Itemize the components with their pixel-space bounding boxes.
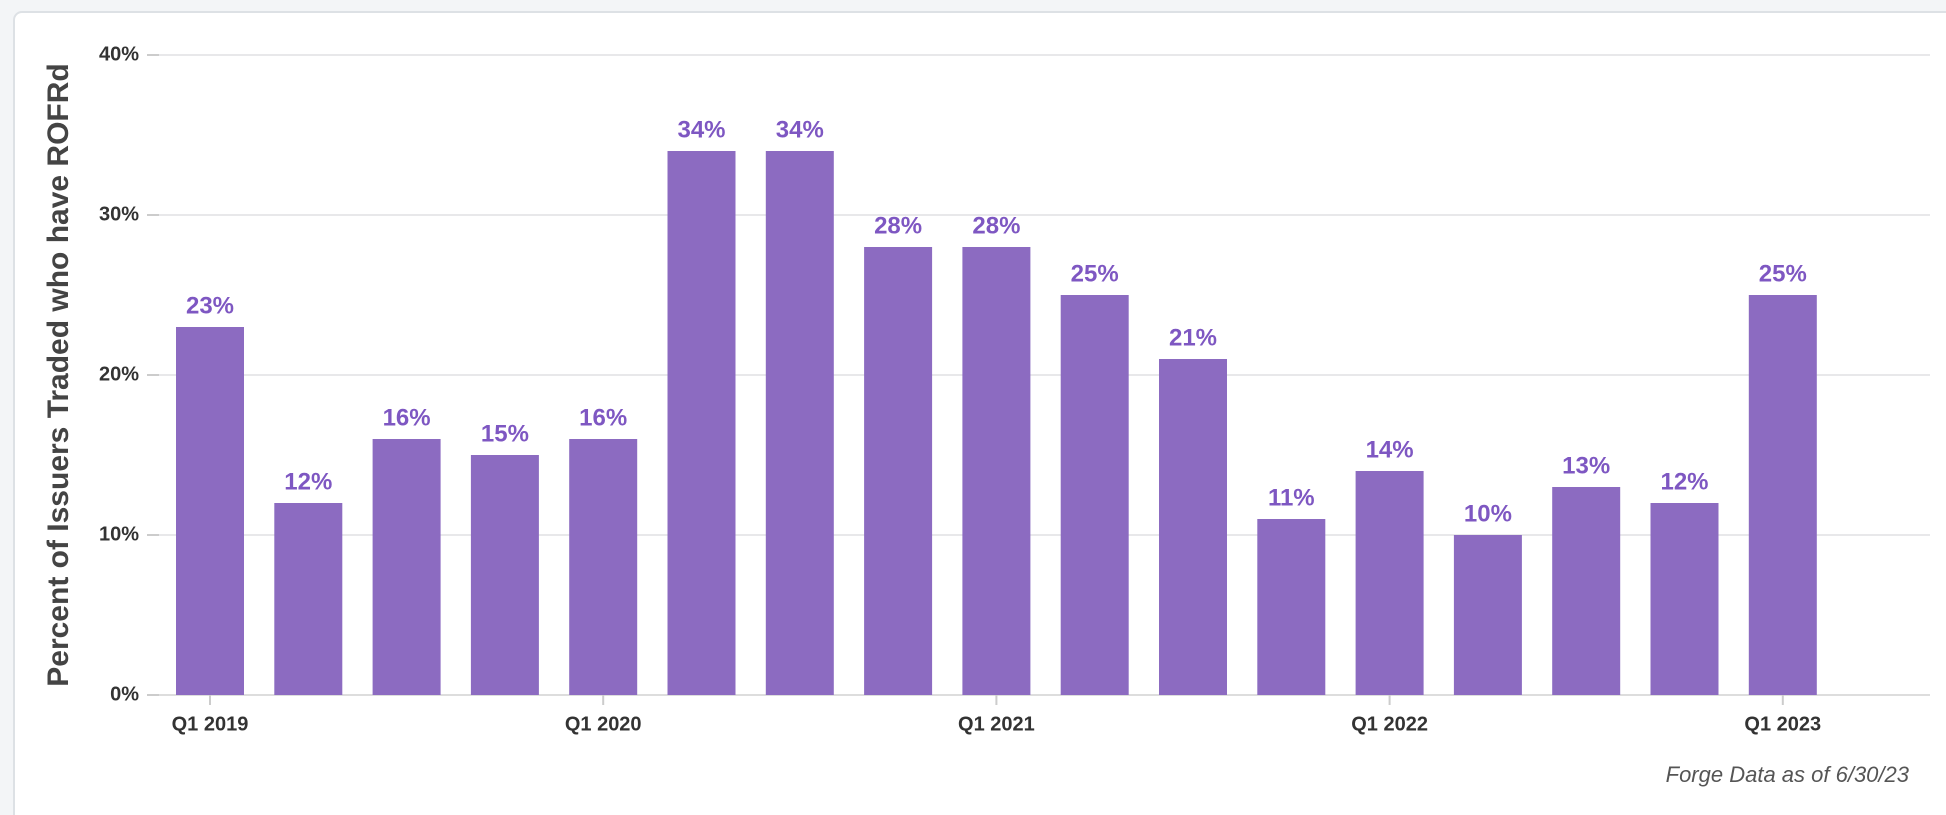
value-label: 34% [776, 116, 824, 143]
bar [1453, 535, 1522, 695]
value-label: 28% [874, 212, 922, 239]
x-tick-label: Q1 2022 [1351, 713, 1428, 735]
value-label: 15% [481, 420, 529, 447]
value-label: 25% [1071, 260, 1119, 287]
value-label: 12% [1660, 468, 1708, 495]
footnote: Forge Data as of 6/30/23 [1666, 762, 1910, 787]
value-label: 10% [1464, 500, 1512, 527]
bar [1552, 487, 1621, 695]
x-tick-label: Q1 2020 [565, 713, 642, 735]
x-tick-label: Q1 2021 [958, 713, 1035, 735]
value-label: 14% [1366, 436, 1414, 463]
value-label: 34% [677, 116, 725, 143]
bar [372, 439, 441, 695]
value-label: 21% [1169, 324, 1217, 351]
y-tick-label: 30% [99, 203, 139, 225]
value-label: 16% [579, 404, 627, 431]
bar [176, 327, 244, 695]
y-tick-label: 0% [110, 683, 139, 705]
y-tick-label: 20% [99, 363, 139, 385]
y-axis-label: Percent of Issuers Traded who have ROFRd [42, 63, 75, 687]
y-tick-label: 10% [99, 523, 139, 545]
y-tick-label: 40% [99, 43, 139, 65]
value-label: 12% [284, 468, 332, 495]
bar [962, 247, 1031, 695]
value-label: 23% [186, 292, 234, 319]
bar [470, 455, 539, 695]
x-tick-label: Q1 2019 [172, 713, 249, 735]
bar [1257, 519, 1326, 695]
value-label: 11% [1268, 484, 1315, 511]
bar [1748, 295, 1817, 695]
value-label: 16% [383, 404, 431, 431]
bar [1650, 503, 1719, 695]
value-label: 13% [1562, 452, 1610, 479]
x-tick-label: Q1 2023 [1744, 713, 1821, 735]
bar [1355, 471, 1424, 695]
bar [667, 151, 736, 695]
bar [274, 503, 343, 695]
bar [569, 439, 638, 695]
value-label: 25% [1759, 260, 1807, 287]
bar [1159, 359, 1227, 695]
bar [765, 151, 834, 695]
value-label: 28% [972, 212, 1020, 239]
bar [1060, 295, 1129, 695]
bar [864, 247, 933, 695]
